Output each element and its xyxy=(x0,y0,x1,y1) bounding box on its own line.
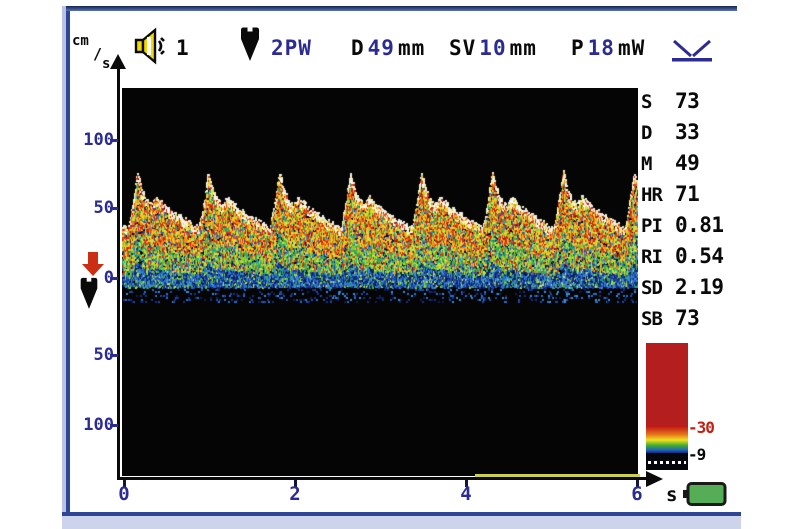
depth-setting[interactable]: D 49 mm xyxy=(351,36,425,60)
x-tick-mark xyxy=(123,480,126,487)
screen-border-left xyxy=(66,6,70,516)
battery-icon xyxy=(680,481,728,511)
measurement-row-sd-ratio: SD 2.19 xyxy=(641,274,751,305)
colorbar-tick-lower: -9 xyxy=(688,445,706,464)
volume-value[interactable]: 1 xyxy=(176,36,190,60)
sample-volume-setting[interactable]: SV 10 mm xyxy=(449,36,537,60)
sv-unit: mm xyxy=(509,36,537,60)
y-axis-line xyxy=(117,68,120,480)
power-label: P xyxy=(571,36,585,60)
measurement-label: PI xyxy=(641,215,663,237)
measurement-row-pulsatility-index: PI 0.81 xyxy=(641,212,751,243)
measurement-label: S xyxy=(641,91,652,113)
colorbar-tick-upper: -30 xyxy=(688,418,715,437)
measurement-row-sb: SB 73 xyxy=(641,305,751,336)
measurement-value: 0.81 xyxy=(675,213,724,237)
x-axis-unit: s xyxy=(666,484,678,506)
depth-label: D xyxy=(351,36,365,60)
red-down-arrow-icon xyxy=(79,250,107,278)
y-tick-label-50-neg: 50 xyxy=(93,345,114,365)
x-tick-label-0: 0 xyxy=(118,483,130,505)
x-tick-label-6: 6 xyxy=(631,483,643,505)
y-tick-mark xyxy=(110,277,118,280)
colorbar-threshold-dotted-line xyxy=(648,461,686,464)
x-tick-mark xyxy=(636,480,639,487)
measurement-row-heart-rate: HR 71 xyxy=(641,181,751,212)
measurement-label: HR xyxy=(641,184,663,206)
x-tick-mark xyxy=(465,480,468,487)
y-tick-mark xyxy=(110,139,118,142)
colorbar-power-block xyxy=(646,343,688,426)
y-tick-label-100-neg: 100 xyxy=(83,415,114,435)
measurement-value: 49 xyxy=(675,151,700,175)
depth-value: 49 xyxy=(367,36,395,60)
power-unit: mW xyxy=(617,36,646,60)
y-axis-unit-cm: cm xyxy=(72,33,89,49)
sv-label: SV xyxy=(449,36,477,60)
angle-baseline-icon[interactable] xyxy=(670,38,714,64)
mode-value[interactable]: 2PW xyxy=(271,36,312,60)
measurement-label: SB xyxy=(641,308,663,330)
measurement-row-systolic: S 73 xyxy=(641,88,751,119)
y-axis-unit-slash: / xyxy=(93,45,103,63)
x-axis-line xyxy=(117,477,648,480)
measurement-row-diastolic: D 33 xyxy=(641,119,751,150)
measurement-value: 2.19 xyxy=(675,275,724,299)
measurement-label: D xyxy=(641,122,652,144)
measurement-label: SD xyxy=(641,277,663,299)
measurement-value: 71 xyxy=(675,182,700,206)
sweep-marker-line xyxy=(475,474,640,477)
power-value: 18 xyxy=(587,36,615,60)
measurement-label: RI xyxy=(641,246,663,268)
screen-border-bottom xyxy=(62,512,741,516)
y-axis-unit-s: s xyxy=(102,56,111,72)
y-tick-label-50-pos: 50 xyxy=(93,198,114,218)
measurement-row-mean: M 49 xyxy=(641,150,751,181)
measurement-value: 73 xyxy=(675,306,700,330)
x-axis-arrowhead xyxy=(646,471,663,487)
speaker-icon[interactable] xyxy=(132,26,172,66)
sv-value: 10 xyxy=(479,36,507,60)
probe-icon[interactable] xyxy=(237,27,263,65)
measurement-panel: S 73 D 33 M 49 HR 71 PI 0.81 RI 0.54 SD … xyxy=(641,88,751,336)
measurement-value: 33 xyxy=(675,120,700,144)
screen-border-top xyxy=(66,6,737,11)
measurement-label: M xyxy=(641,153,652,175)
measurement-value: 0.54 xyxy=(675,244,724,268)
screen-border-left-outer xyxy=(62,6,66,516)
y-axis-arrowhead xyxy=(110,54,126,69)
colorbar-gradient xyxy=(646,426,688,453)
y-tick-mark xyxy=(110,354,118,357)
y-tick-mark xyxy=(110,207,118,210)
x-tick-label-4: 4 xyxy=(460,483,472,505)
x-tick-mark xyxy=(294,480,297,487)
power-setting[interactable]: P 18 mW xyxy=(571,36,645,60)
x-tick-label-2: 2 xyxy=(289,483,301,505)
y-tick-label-0: 0 xyxy=(103,268,114,288)
doppler-spectrogram xyxy=(122,88,638,476)
measurement-value: 73 xyxy=(675,89,700,113)
y-tick-mark xyxy=(110,424,118,427)
screen-border-bottom-fill xyxy=(62,516,741,529)
probe-marker-icon xyxy=(77,277,101,313)
y-tick-label-100-pos: 100 xyxy=(83,130,114,150)
measurement-row-resistance-index: RI 0.54 xyxy=(641,243,751,274)
depth-unit: mm xyxy=(397,36,426,60)
